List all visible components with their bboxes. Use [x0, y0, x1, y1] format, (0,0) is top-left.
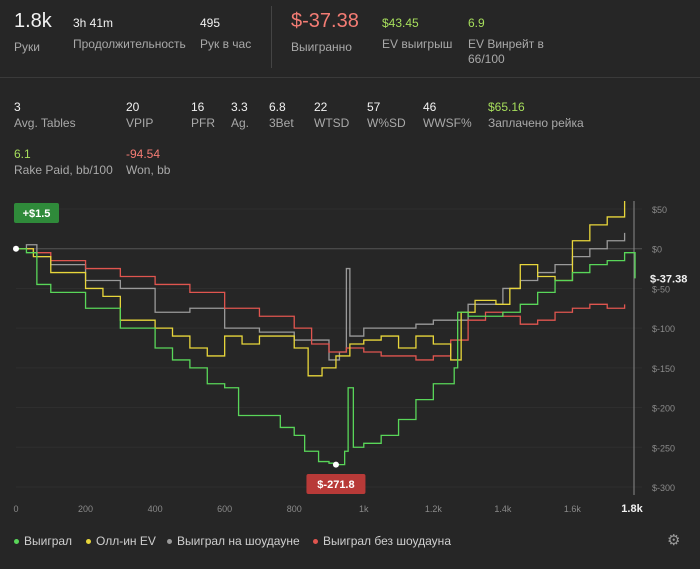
stat-avg-tables: 3 Avg. Tables — [14, 100, 76, 131]
stat-wtsd: 22 WTSD — [314, 100, 349, 131]
x-tick-label: 1.6k — [564, 504, 582, 514]
y-tick-label: $-200 — [652, 404, 675, 414]
stat-rake-paid: $65.16 Заплачено рейка — [488, 100, 584, 131]
stat-label: Выигранно — [291, 40, 352, 54]
stat-value: $65.16 — [488, 100, 525, 114]
start-point — [13, 245, 19, 252]
stat-won-bb: -94.54 Won, bb — [126, 147, 170, 178]
stat-3bet: 6.8 3Bet — [269, 100, 294, 131]
winnings-chart[interactable]: $50 $0 $-50 $-100 $-150 $-200 $-250 $-300 0 200 40… — [0, 192, 700, 522]
end-value-label: $-37.38 — [650, 273, 687, 285]
stat-value: 6.9 — [468, 16, 485, 30]
annotation-label: +$1.5 — [23, 208, 51, 220]
stat-label: Avg. Tables — [14, 116, 76, 130]
stat-label: Заплачено рейка — [488, 116, 584, 130]
legend-label: Выиграл на шоудауне — [177, 534, 300, 548]
x-tick-label: 600 — [217, 504, 232, 514]
y-tick-label: $-150 — [652, 364, 675, 374]
stat-value: 3h 41m — [73, 16, 114, 30]
stat-label: Рук в час — [200, 37, 252, 51]
y-tick-label: $-300 — [652, 483, 675, 493]
stat-vpip: 20 VPIP — [126, 100, 153, 131]
stat-duration: 3h 41m Продолжительность — [73, 16, 186, 52]
stat-label: EV Винрейт в 66/100 — [468, 37, 544, 66]
stat-label: W%SD — [367, 116, 406, 130]
stat-wsd: 57 W%SD — [367, 100, 406, 131]
stat-label: WWSF% — [423, 116, 472, 130]
stat-label: PFR — [191, 116, 215, 130]
annotation-badge — [14, 203, 59, 223]
stat-label: 3Bet — [269, 116, 294, 130]
stat-value: 22 — [314, 100, 328, 114]
legend-label: Выиграл без шоудауна — [323, 534, 451, 548]
stat-value: $-37.38 — [291, 10, 359, 32]
stat-hands-per-hour: 495 Рук в час — [200, 16, 251, 52]
y-tick-label: $-250 — [652, 443, 675, 453]
y-tick-label: $0 — [652, 245, 662, 255]
stat-value: 20 — [126, 100, 140, 114]
x-tick-label: 800 — [287, 504, 302, 514]
stat-value: 1.8k — [14, 10, 52, 32]
annotation-badge — [306, 474, 366, 494]
stat-label: VPIP — [126, 116, 154, 130]
stat-won: $-37.38 Выигранно — [291, 10, 359, 55]
x-tick-label: 0 — [13, 504, 18, 514]
stat-label: EV выигрыш — [382, 37, 453, 51]
stat-label: Руки — [14, 40, 40, 54]
stat-label: Ag. — [231, 116, 250, 130]
legend-dot-showdown — [167, 539, 172, 545]
series-line-allin-ev — [16, 201, 626, 377]
x-tick-label: 1k — [359, 504, 369, 514]
stat-value: 46 — [423, 100, 437, 114]
series-line-no-showdown — [16, 248, 626, 361]
y-tick-label: $-50 — [652, 284, 670, 294]
stat-ev-winrate: 6.9 EV Винрейт в 66/100 — [468, 16, 558, 67]
y-tick-label: $-100 — [652, 324, 675, 334]
legend-label: Олл-ин EV — [96, 534, 156, 548]
stats-divider — [271, 6, 272, 68]
stat-value: -94.54 — [126, 147, 161, 161]
series-line-showdown — [16, 232, 626, 361]
legend-dot-allin-ev — [86, 539, 91, 545]
stat-value: 6.1 — [14, 147, 31, 161]
annotation-label: $-271.8 — [317, 479, 354, 491]
stat-rake-bb100: 6.1 Rake Paid, bb/100 — [14, 147, 113, 178]
y-tick-label: $50 — [652, 205, 667, 215]
gear-icon[interactable]: ⚙ — [667, 532, 681, 549]
x-tick-label: 200 — [78, 504, 93, 514]
stat-value: $43.45 — [382, 16, 419, 30]
legend-dot-no-showdown — [313, 539, 318, 545]
x-tick-label: 1.4k — [494, 504, 512, 514]
stat-value: 57 — [367, 100, 381, 114]
x-tick-label: 1.8k — [621, 503, 643, 515]
stat-value: 3.3 — [231, 100, 248, 114]
legend-item-no-showdown[interactable]: Выиграл без шоудауна — [313, 534, 451, 548]
stat-hands: 1.8k Руки — [14, 10, 52, 55]
x-tick-label: 1.2k — [425, 504, 443, 514]
stat-wwsf: 46 WWSF% — [423, 100, 472, 131]
stat-value: 3 — [14, 100, 21, 114]
series-line-won — [16, 248, 636, 466]
stat-ev-won: $43.45 EV выигрыш — [382, 16, 452, 52]
legend-item-allin-ev[interactable]: Олл-ин EV — [86, 534, 156, 548]
stat-value: 16 — [191, 100, 205, 114]
section-divider — [0, 77, 700, 78]
legend-label: Выиграл — [24, 534, 73, 548]
stat-label: WTSD — [314, 116, 350, 130]
x-tick-label: 400 — [148, 504, 163, 514]
legend-item-showdown[interactable]: Выиграл на шоудауне — [167, 534, 300, 548]
min-point — [332, 461, 339, 468]
stat-pfr: 16 PFR — [191, 100, 215, 131]
legend-item-won[interactable]: Выиграл — [14, 534, 72, 548]
stat-label: Rake Paid, bb/100 — [14, 163, 113, 177]
legend-dot-won — [14, 539, 19, 545]
stat-value: 6.8 — [269, 100, 286, 114]
stat-label: Продолжительность — [73, 37, 186, 51]
stat-label: Won, bb — [126, 163, 171, 177]
stat-aggression: 3.3 Ag. — [231, 100, 249, 131]
stat-value: 495 — [200, 16, 221, 30]
